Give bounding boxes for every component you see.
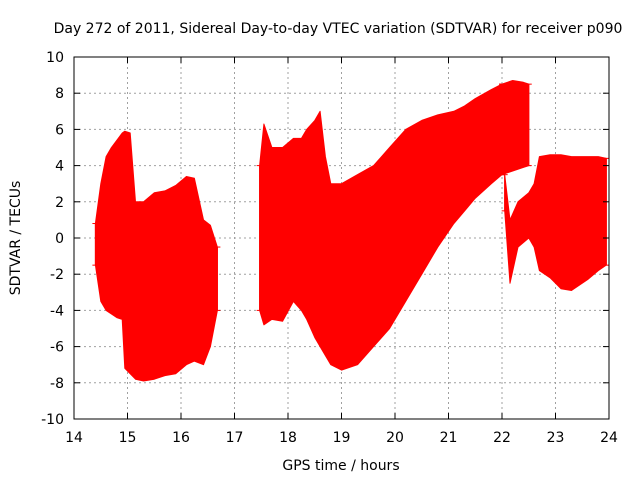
y-tick-label: -4 [50, 303, 64, 319]
x-tick-label: 21 [440, 430, 458, 446]
y-tick-label: -8 [50, 376, 64, 392]
y-tick-label: 10 [46, 50, 64, 66]
x-tick-label: 24 [600, 430, 618, 446]
x-tick-label: 17 [226, 430, 244, 446]
data-area [92, 80, 610, 382]
y-tick-label: 4 [55, 159, 64, 175]
x-tick-label: 19 [333, 430, 351, 446]
data-segment-4 [504, 154, 607, 291]
y-tick-label: 0 [55, 231, 64, 247]
data-segment-2 [259, 83, 503, 371]
y-tick-label: -10 [41, 412, 64, 428]
y-tick-label: -6 [50, 340, 64, 356]
y-tick-label: 8 [55, 86, 64, 102]
x-axis-label: GPS time / hours [282, 458, 399, 474]
y-tick-labels: -10 -8 -6 -4 -2 0 2 4 6 8 10 [41, 50, 64, 428]
tick-marks [73, 56, 610, 420]
data-segment-1 [94, 130, 218, 382]
x-tick-label: 18 [279, 430, 297, 446]
y-tick-label: 6 [55, 122, 64, 138]
x-tick-labels: 14 15 16 17 18 19 20 21 22 23 24 [65, 430, 618, 446]
data-segment-3 [501, 80, 530, 176]
y-tick-label: 2 [55, 195, 64, 211]
x-tick-label: 14 [65, 430, 83, 446]
x-tick-label: 23 [547, 430, 565, 446]
x-tick-label: 22 [493, 430, 511, 446]
x-tick-label: 15 [119, 430, 137, 446]
chart-title: Day 272 of 2011, Sidereal Day-to-day VTE… [54, 21, 623, 37]
x-tick-label: 20 [386, 430, 404, 446]
y-tick-label: -2 [50, 267, 64, 283]
x-tick-label: 16 [172, 430, 190, 446]
y-axis-label: SDTVAR / TECUs [8, 181, 24, 296]
